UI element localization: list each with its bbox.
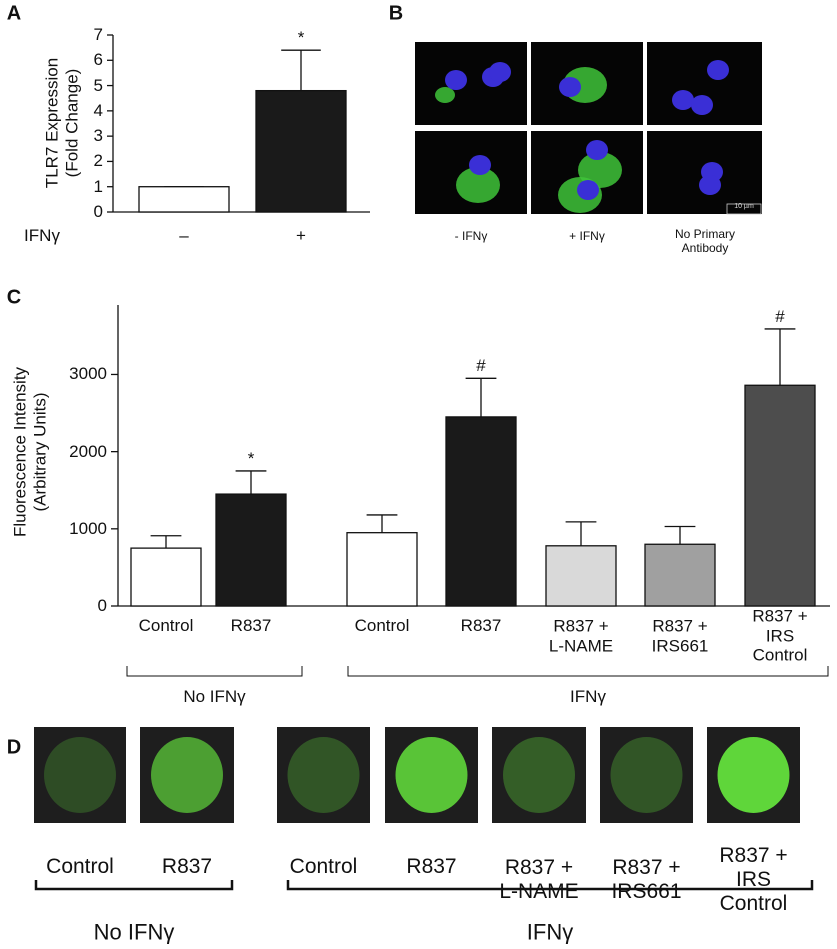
x-tick-label: Control xyxy=(354,616,410,636)
image-caption: R837 xyxy=(406,854,457,878)
image-caption: + IFNγ xyxy=(569,229,605,244)
nucleus xyxy=(445,70,467,90)
micrograph xyxy=(34,727,126,823)
y-axis-label: Fluorescence Intensity (Arbitrary Units) xyxy=(10,366,49,538)
bar xyxy=(215,493,287,607)
x-tick-label: + xyxy=(296,226,306,246)
nucleus xyxy=(672,90,694,110)
y-tick-label: 6 xyxy=(93,50,103,70)
x-tick-label: R837 + IRS Control xyxy=(752,606,808,665)
x-tick-label: – xyxy=(179,226,189,246)
nucleus xyxy=(489,62,511,82)
x-tick-label: R837 xyxy=(460,616,502,636)
cell xyxy=(44,737,116,813)
annotation: * xyxy=(247,449,255,469)
scale-bar-label: 10 µm xyxy=(734,202,754,210)
micrograph xyxy=(492,727,586,823)
scale-bar-box xyxy=(726,203,762,215)
nucleus xyxy=(699,175,721,195)
group-bracket xyxy=(126,666,303,677)
x-tick-label: R837 + IRS661 xyxy=(651,616,709,655)
cell xyxy=(503,737,575,813)
y-axis-label: TLR7 Expression (Fold Change) xyxy=(42,57,81,189)
nucleus xyxy=(559,77,581,97)
bar xyxy=(138,186,230,213)
nucleus xyxy=(707,60,729,80)
x-tick-label: R837 xyxy=(230,616,272,636)
panel-letter: C xyxy=(6,286,22,309)
cell xyxy=(717,737,790,813)
image-caption: R837 + L-NAME xyxy=(499,855,579,903)
nucleus xyxy=(469,155,491,175)
y-tick-label: 4 xyxy=(93,101,103,121)
bar xyxy=(644,543,716,607)
bar xyxy=(445,416,517,607)
image-caption: R837 + IRS Control xyxy=(719,843,788,916)
y-tick-label: 0 xyxy=(93,202,103,222)
x-tick-label: Control xyxy=(138,616,194,636)
annotation: # xyxy=(476,356,486,376)
y-tick-label: 3000 xyxy=(69,364,107,384)
y-tick-label: 3 xyxy=(93,126,103,146)
image-caption: R837 + IRS661 xyxy=(611,855,682,903)
green-stain xyxy=(456,167,500,203)
image-caption: No Primary Antibody xyxy=(674,227,736,255)
y-tick-label: 5 xyxy=(93,75,103,95)
bar xyxy=(744,384,816,607)
cell xyxy=(395,737,468,813)
panel-letter: B xyxy=(388,2,404,25)
nucleus xyxy=(691,95,713,115)
bar xyxy=(130,547,202,607)
group-label: No IFNγ xyxy=(93,919,175,945)
micrograph xyxy=(277,727,370,823)
y-tick-label: 1 xyxy=(93,176,103,196)
annotation: # xyxy=(775,307,785,327)
cell xyxy=(610,737,683,813)
bar xyxy=(255,89,347,213)
green-stain xyxy=(435,87,455,103)
y-tick-label: 2000 xyxy=(69,441,107,461)
x-tick-label: R837 + L-NAME xyxy=(548,616,614,655)
panel-letter: D xyxy=(6,736,22,759)
group-bracket xyxy=(286,880,814,891)
bar xyxy=(545,545,617,607)
group-bracket xyxy=(347,666,829,677)
cell xyxy=(287,737,360,813)
micrograph xyxy=(415,42,527,125)
panel-letter: A xyxy=(6,2,22,25)
micrograph xyxy=(600,727,693,823)
y-tick-label: 2 xyxy=(93,151,103,171)
y-tick-label: 0 xyxy=(97,596,107,616)
nucleus xyxy=(577,180,599,200)
bar xyxy=(346,532,418,607)
group-label: IFNγ xyxy=(526,919,574,945)
nucleus xyxy=(586,140,608,160)
annotation: * xyxy=(297,28,305,48)
group-label: IFNγ xyxy=(570,687,606,707)
y-tick-label: 7 xyxy=(93,25,103,45)
group-bracket xyxy=(34,880,234,891)
image-caption: - IFNγ xyxy=(454,229,488,244)
cell xyxy=(151,737,223,813)
image-caption: Control xyxy=(289,854,358,878)
x-axis-label: IFNγ xyxy=(24,226,60,246)
group-label: No IFNγ xyxy=(183,687,246,707)
image-caption: Control xyxy=(46,854,114,878)
image-caption: R837 xyxy=(161,854,213,878)
y-tick-label: 1000 xyxy=(69,519,107,539)
